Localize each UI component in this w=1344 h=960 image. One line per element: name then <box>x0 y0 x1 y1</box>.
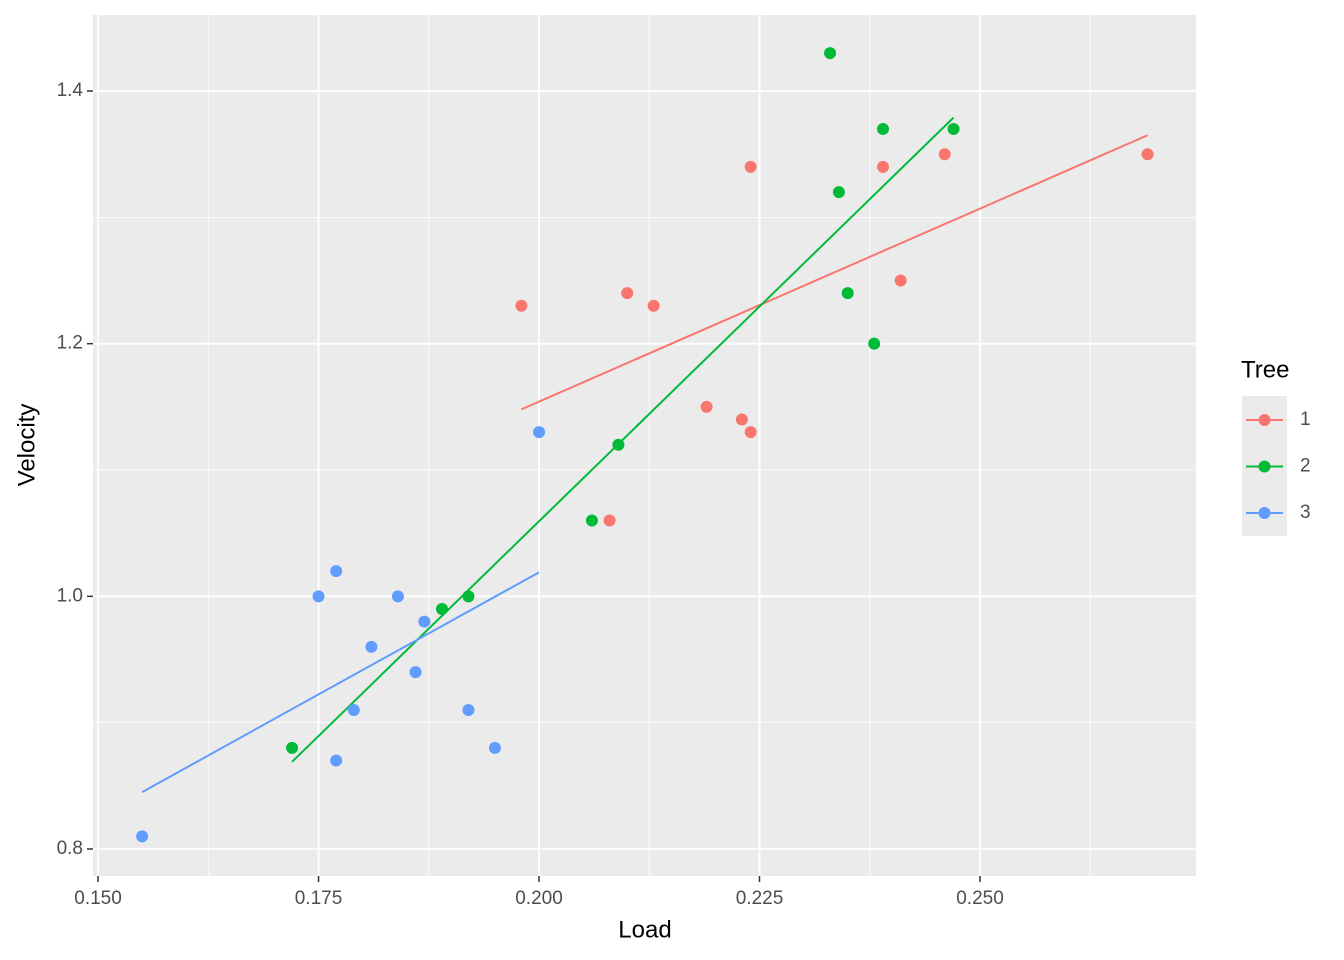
x-axis-title: Load <box>618 916 671 943</box>
point <box>735 413 748 426</box>
point <box>409 666 422 679</box>
point <box>435 602 448 615</box>
point <box>744 160 757 173</box>
point <box>744 426 757 439</box>
point <box>938 148 951 161</box>
point <box>488 741 501 754</box>
x-tick-label: 0.250 <box>956 888 1004 909</box>
point <box>876 160 889 173</box>
legend-label: 1 <box>1300 409 1311 430</box>
point <box>868 337 881 350</box>
y-tick-label: 0.8 <box>57 838 83 859</box>
point <box>832 186 845 199</box>
point <box>585 514 598 527</box>
fit-line <box>141 571 540 793</box>
point <box>876 122 889 135</box>
y-tick-label: 1.0 <box>57 585 83 606</box>
point <box>330 754 343 767</box>
point <box>841 287 854 300</box>
point <box>947 122 960 135</box>
point <box>1141 148 1154 161</box>
y-axis-title: Velocity <box>13 404 40 487</box>
point <box>533 426 546 439</box>
point <box>286 741 299 754</box>
point <box>824 47 837 60</box>
panel <box>93 15 1196 876</box>
x-tick-label: 0.225 <box>736 888 784 909</box>
point <box>621 287 634 300</box>
fit-line <box>520 134 1148 411</box>
point <box>312 590 325 603</box>
point <box>330 565 343 578</box>
x-tick-label: 0.150 <box>74 888 122 909</box>
legend-key-point <box>1258 460 1271 473</box>
point <box>894 274 907 287</box>
point <box>515 299 528 312</box>
y-tick-label: 1.2 <box>57 333 83 354</box>
point <box>418 615 431 628</box>
x-tick-label: 0.200 <box>515 888 563 909</box>
point <box>365 640 378 653</box>
marks <box>136 47 1154 843</box>
point <box>462 590 475 603</box>
point <box>700 400 713 413</box>
point <box>136 830 149 843</box>
legend-label: 3 <box>1300 502 1311 523</box>
legend-title: Tree <box>1241 356 1289 383</box>
legend-label: 2 <box>1300 456 1311 477</box>
point <box>647 299 660 312</box>
fit-line <box>291 116 955 763</box>
point <box>347 704 360 717</box>
grid <box>93 15 1196 876</box>
point <box>391 590 404 603</box>
legend-key-point <box>1258 507 1271 519</box>
x-tick-label: 0.175 <box>295 888 343 909</box>
point <box>462 704 475 717</box>
legend-key-point <box>1258 414 1271 426</box>
point <box>603 514 616 527</box>
y-tick-label: 1.4 <box>57 80 84 101</box>
